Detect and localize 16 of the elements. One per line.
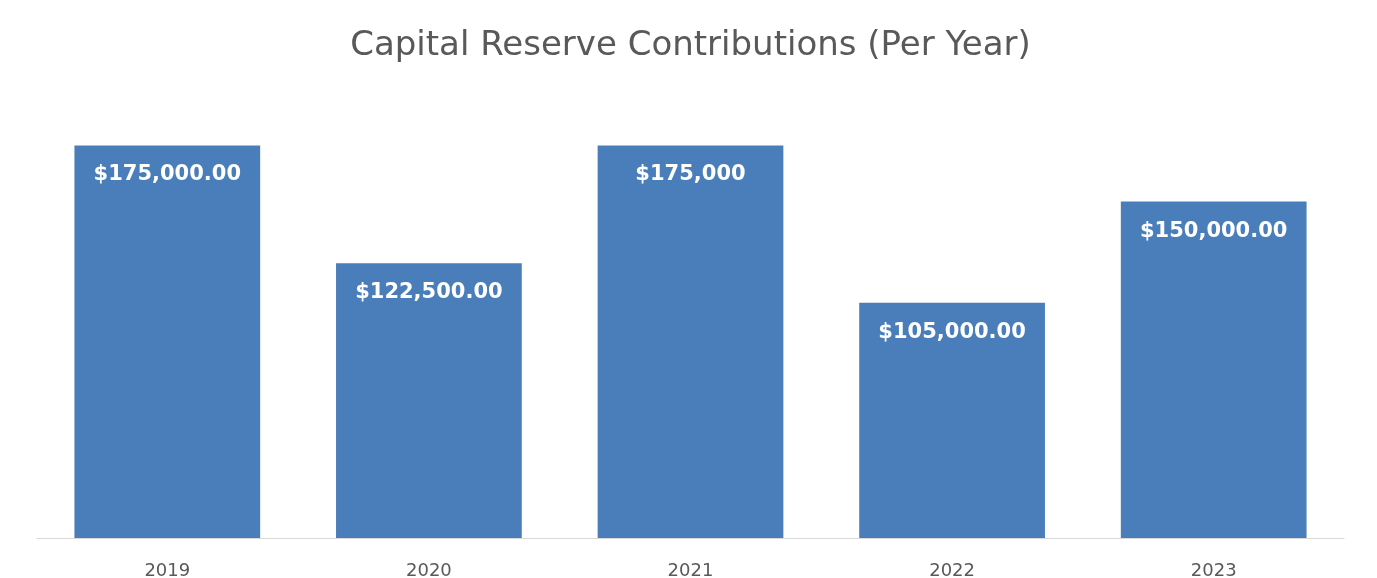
bar — [336, 263, 522, 539]
x-tick-label: 2022 — [929, 558, 976, 578]
chart-title: Capital Reserve Contributions (Per Year) — [350, 22, 1031, 63]
data-label: $122,500.00 — [355, 279, 503, 304]
x-tick-label: 2023 — [1190, 558, 1237, 578]
x-tick-label: 2019 — [144, 558, 191, 578]
bar — [859, 302, 1045, 539]
data-label: $175,000.00 — [93, 161, 242, 186]
x-tick-label: 2021 — [667, 558, 714, 578]
bar — [74, 145, 261, 539]
data-label: $150,000.00 — [1139, 217, 1288, 242]
bar — [597, 145, 784, 539]
x-tick-label: 2020 — [406, 558, 452, 578]
bar — [1120, 201, 1307, 539]
data-label: $175,000 — [635, 161, 746, 186]
data-label: $105,000.00 — [878, 318, 1026, 343]
